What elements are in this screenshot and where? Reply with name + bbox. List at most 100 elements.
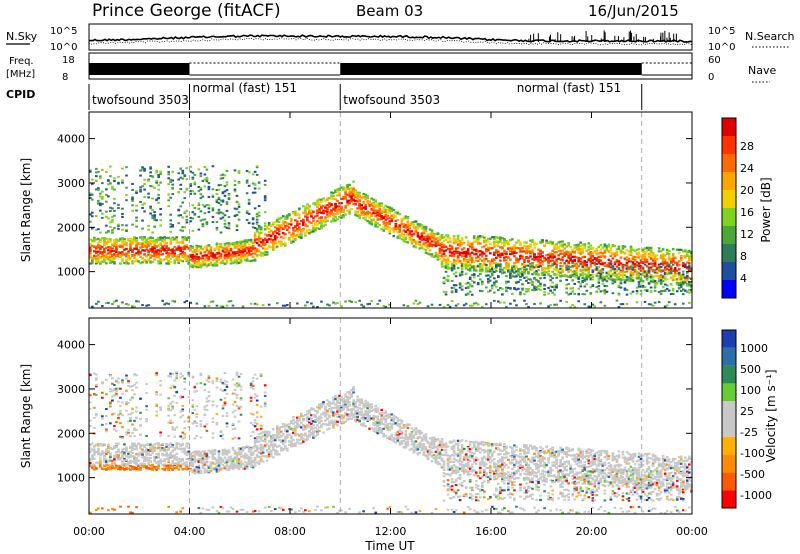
- echo-cell: [338, 205, 341, 208]
- echo-cell: [179, 188, 183, 191]
- power-colorbar-tick-2: 20: [740, 184, 754, 197]
- echo-cell: [653, 256, 657, 259]
- echo-cell: [549, 266, 552, 269]
- echo-cell: [239, 255, 243, 258]
- echo-cell: [342, 195, 345, 199]
- echo-cell: [93, 406, 96, 409]
- echo-cell: [527, 247, 530, 250]
- echo-cell: [430, 240, 434, 243]
- echo-cell: [621, 274, 625, 277]
- echo-cell: [259, 231, 263, 234]
- echo-cell: [659, 269, 663, 272]
- echo-cell: [95, 171, 98, 174]
- echo-cell: [454, 239, 458, 242]
- echo-cell: [406, 234, 410, 237]
- echo-cell: [408, 222, 412, 226]
- echo-cell: [488, 262, 492, 266]
- echo-cell: [683, 255, 687, 258]
- echo-cell: [304, 215, 307, 218]
- echo-cell: [169, 213, 173, 216]
- echo-cell: [438, 235, 442, 238]
- echo-cell: [503, 240, 506, 243]
- echo-cell: [386, 208, 390, 211]
- echo-cell: [571, 255, 575, 258]
- echo-cell: [135, 209, 138, 212]
- echo-cell: [653, 280, 657, 283]
- echo-cell: [501, 293, 504, 296]
- echo-cell: [342, 208, 345, 211]
- echo-cell: [577, 257, 581, 260]
- echo-cell: [219, 211, 223, 214]
- echo-cell: [97, 452, 100, 455]
- echo-cell: [671, 254, 675, 257]
- echo-cell: [197, 202, 201, 205]
- echo-cell: [324, 223, 327, 226]
- echo-cell: [322, 204, 325, 207]
- echo-cell: [537, 248, 540, 251]
- echo-cell: [306, 206, 309, 210]
- echo-cell: [296, 302, 299, 305]
- echo-cell: [470, 285, 474, 288]
- echo-cell: [559, 240, 562, 243]
- echo-cell: [569, 287, 572, 290]
- echo-cell: [113, 240, 116, 244]
- echo-cell: [219, 262, 223, 265]
- echo-cell: [396, 218, 400, 222]
- echo-cell: [101, 381, 104, 384]
- echo-cell: [486, 274, 490, 277]
- echo-cell: [507, 269, 510, 272]
- echo-cell: [627, 279, 631, 283]
- echo-cell: [402, 216, 406, 219]
- echo-cell: [143, 188, 146, 191]
- echo-cell: [153, 255, 156, 258]
- echo-cell: [374, 222, 378, 225]
- echo-cell: [344, 191, 347, 194]
- echo-cell: [249, 249, 253, 252]
- echo-cell: [509, 271, 512, 274]
- echo-cell: [101, 443, 104, 446]
- echo-cell: [547, 256, 550, 259]
- echo-cell: [247, 171, 251, 174]
- echo-cell: [233, 190, 237, 193]
- echo-cell: [428, 238, 432, 241]
- echo-cell: [111, 247, 114, 250]
- echo-cell: [509, 276, 512, 279]
- echo-cell: [499, 240, 502, 243]
- echo-cell: [515, 241, 518, 244]
- echo-cell: [615, 273, 619, 276]
- echo-cell: [195, 245, 199, 249]
- echo-cell: [635, 256, 639, 259]
- echo-cell: [671, 257, 675, 260]
- echo-cell: [145, 304, 148, 307]
- echo-cell: [308, 211, 311, 214]
- echo-cell: [151, 247, 154, 251]
- echo-cell: [408, 230, 412, 233]
- echo-cell: [177, 261, 181, 265]
- echo-cell: [681, 255, 685, 258]
- echo-cell: [446, 279, 450, 282]
- echo-cell: [499, 252, 502, 255]
- echo-cell: [374, 224, 378, 227]
- echo-cell: [275, 242, 279, 245]
- echo-cell: [215, 227, 219, 230]
- echo-cell: [318, 211, 321, 214]
- echo-cell: [633, 258, 637, 262]
- echo-cell: [567, 251, 570, 254]
- echo-cell: [177, 247, 181, 250]
- echo-cell: [171, 170, 175, 173]
- echo-cell: [241, 256, 245, 259]
- echo-cell: [356, 195, 359, 198]
- echo-cell: [283, 244, 287, 247]
- echo-cell: [647, 262, 651, 265]
- echo-cell: [247, 222, 251, 225]
- echo-cell: [225, 202, 229, 205]
- nsky-label: N.Sky: [6, 30, 38, 43]
- echo-cell: [101, 391, 104, 394]
- echo-cell: [521, 283, 524, 286]
- echo-cell: [263, 238, 267, 241]
- echo-cell: [322, 212, 325, 215]
- echo-cell: [159, 247, 162, 250]
- echo-cell: [95, 384, 98, 387]
- echo-cell: [285, 222, 289, 225]
- echo-cell: [155, 181, 158, 184]
